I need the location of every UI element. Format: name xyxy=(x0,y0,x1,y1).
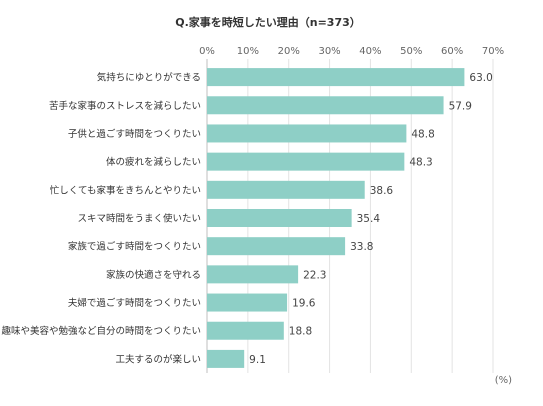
category-label: 気持ちにゆとりができる xyxy=(97,72,201,84)
data-label: 18.8 xyxy=(289,326,312,338)
unit-label: (%) xyxy=(495,375,512,386)
data-label: 33.8 xyxy=(350,241,373,253)
category-label: 夫婦で過ごす時間をつくりたい xyxy=(68,297,201,309)
category-labels: 気持ちにゆとりができる苦手な家事のストレスを減らしたい子供と過ごす時間をつくりた… xyxy=(1,72,201,366)
data-label: 22.3 xyxy=(303,269,326,281)
value-labels: 63.0 57.9 48.8 48.3 38.6 35.4 33.8 22.3 19.6 18.8… xyxy=(249,72,493,366)
x-tick-label: 0% xyxy=(199,46,215,57)
data-label: 19.6 xyxy=(292,298,316,310)
bar xyxy=(207,68,465,87)
data-label: 35.4 xyxy=(357,213,381,225)
bar xyxy=(207,209,352,227)
category-label: 工夫するのが楽しい xyxy=(115,353,201,365)
category-label: 忙しくても家事をきちんとやりたい xyxy=(50,184,201,196)
x-tick-label: 10% xyxy=(237,46,259,57)
bar xyxy=(207,265,299,284)
category-label: 家族の快適さを守れる xyxy=(106,269,201,281)
bars xyxy=(207,68,465,368)
bar xyxy=(207,180,365,199)
x-tick-label: 40% xyxy=(359,46,381,57)
category-label: 趣味や美容や勉強など自分の時間をつくりたい xyxy=(1,325,201,337)
data-label: 48.8 xyxy=(411,128,434,140)
category-label: 体の疲れを減らしたい xyxy=(106,156,201,168)
x-tick-label: 60% xyxy=(441,46,463,57)
category-label: 家族で過ごす時間をつくりたい xyxy=(68,241,201,253)
bar xyxy=(207,349,245,368)
bar xyxy=(207,96,444,115)
x-axis-ticks: 0% 10% 20% 30% 40% 50% 60% 70% xyxy=(199,46,504,57)
x-tick-label: 20% xyxy=(278,46,300,57)
x-tick-label: 50% xyxy=(400,46,422,57)
bar xyxy=(207,124,407,143)
data-label: 63.0 xyxy=(469,72,492,84)
category-label: 苦手な家事のストレスを減らしたい xyxy=(49,100,201,112)
chart-title: Q.家事を時短したい理由（n=373） xyxy=(175,15,361,29)
bar xyxy=(207,152,405,171)
data-label: 48.3 xyxy=(409,157,432,169)
x-tick-label: 30% xyxy=(318,46,340,57)
x-tick-label: 70% xyxy=(482,46,504,57)
category-label: 子供と過ごす時間をつくりたい xyxy=(68,128,201,140)
data-label: 57.9 xyxy=(449,100,472,112)
category-label: スキマ時間をうまく使いたい xyxy=(77,213,201,225)
bar xyxy=(207,237,346,256)
data-label: 38.6 xyxy=(370,185,394,197)
bar xyxy=(207,321,284,340)
bar xyxy=(207,293,288,312)
data-label: 9.1 xyxy=(249,354,266,366)
